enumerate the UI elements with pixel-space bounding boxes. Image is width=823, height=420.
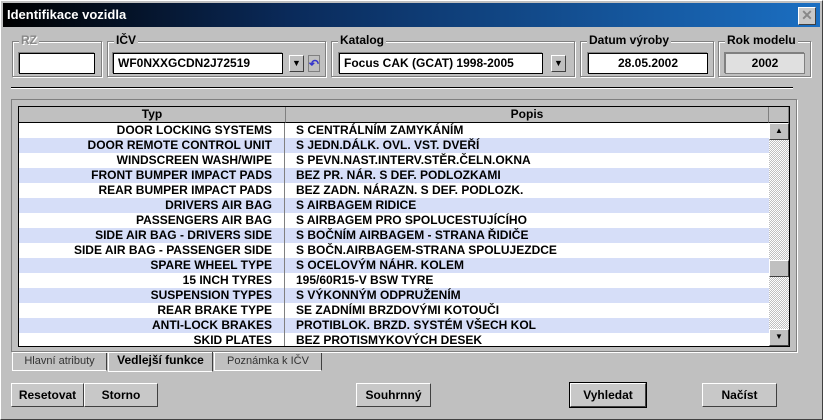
- cell-typ: SUSPENSION TYPES: [19, 288, 285, 303]
- tab-hlavni-atributy[interactable]: Hlavní atributy: [12, 353, 107, 371]
- reset-button[interactable]: Resetovat: [11, 383, 84, 407]
- scroll-thumb[interactable]: [769, 260, 789, 277]
- datum-label: Datum výroby: [587, 33, 672, 47]
- table-row[interactable]: FRONT BUMPER IMPACT PADS BEZ PR. NÁR. S D…: [19, 168, 769, 183]
- window-title: Identifikace vozidla: [7, 7, 127, 22]
- cell-popis: PROTIBLOK. BRZD. SYSTÉM VŠECH KOL: [296, 318, 537, 332]
- cell-popis: S BOČNÍM AIRBAGEM - STRANA ŘIDIČE: [296, 228, 529, 242]
- cell-typ: PASSENGERS AIR BAG: [19, 213, 285, 228]
- table-row[interactable]: DOOR REMOTE CONTROL UNIT S JEDN.DÁLK. OVL…: [19, 138, 769, 153]
- table-frame: [11, 99, 797, 352]
- table-row[interactable]: 15 INCH TYRES 195/60R15-V BSW TYRE: [19, 273, 769, 288]
- undo-icon[interactable]: ↶: [308, 55, 320, 72]
- table-row[interactable]: SUSPENSION TYPES S VÝKONNÝM ODPRUŽENÍM: [19, 288, 769, 303]
- cell-typ: DOOR REMOTE CONTROL UNIT: [19, 138, 285, 153]
- cell-popis: S VÝKONNÝM ODPRUŽENÍM: [296, 288, 461, 302]
- cell-typ: FRONT BUMPER IMPACT PADS: [19, 168, 285, 183]
- title-bar: Identifikace vozidla ✕: [3, 3, 820, 27]
- cell-popis: BEZ PROTISMYKOVÝCH DESEK: [296, 333, 483, 347]
- separator: [11, 87, 793, 89]
- icv-dropdown-button[interactable]: ▼: [289, 55, 304, 72]
- table-row[interactable]: WINDSCREEN WASH/WIPE S PEVN.NAST.INTERV.S…: [19, 153, 769, 168]
- rok-group: Rok modelu 2002: [718, 33, 811, 77]
- cell-popis: S AIRBAGEM PRO SPOLUCESTUJÍCÍHO: [296, 213, 527, 227]
- katalog-group: Katalog Focus CAK (GCAT) 1998-2005 ▼: [331, 33, 575, 77]
- datum-input[interactable]: 28.05.2002: [588, 53, 708, 74]
- header-corner: [769, 107, 789, 123]
- cell-typ: ANTI-LOCK BRAKES: [19, 318, 285, 333]
- nacist-button[interactable]: Načíst: [702, 383, 777, 407]
- katalog-select[interactable]: Focus CAK (GCAT) 1998-2005: [339, 53, 543, 74]
- cell-typ: SIDE AIR BAG - PASSENGER SIDE: [19, 243, 285, 258]
- icv-label: IČV: [114, 33, 139, 47]
- storno-button[interactable]: Storno: [84, 383, 158, 407]
- table-row[interactable]: SPARE WHEEL TYPE S OCELOVÝM NÁHR. KOLEM: [19, 258, 769, 273]
- souhrnny-button[interactable]: Souhrnný: [356, 383, 431, 407]
- rok-label: Rok modelu: [725, 33, 798, 47]
- column-header-popis[interactable]: Popis: [286, 107, 769, 123]
- close-icon[interactable]: ✕: [798, 7, 816, 25]
- cell-popis: BEZ ZADN. NÁRAZN. S DEF. PODLOZK.: [296, 183, 524, 197]
- table-row[interactable]: PASSENGERS AIR BAG S AIRBAGEM PRO SPOLUCE…: [19, 213, 769, 228]
- cell-popis: S JEDN.DÁLK. OVL. VST. DVEŘÍ: [296, 138, 480, 152]
- cell-popis: 195/60R15-V BSW TYRE: [296, 273, 434, 287]
- rz-input[interactable]: [19, 53, 95, 74]
- vertical-scrollbar[interactable]: ▲ ▼: [769, 123, 789, 346]
- rz-label: RZ: [19, 33, 39, 47]
- cell-typ: REAR BRAKE TYPE: [19, 303, 285, 318]
- cell-typ: SPARE WHEEL TYPE: [19, 258, 285, 273]
- cell-typ: SKID PLATES: [19, 333, 285, 346]
- cell-typ: WINDSCREEN WASH/WIPE: [19, 153, 285, 168]
- table-row[interactable]: DRIVERS AIR BAG S AIRBAGEM RIDICE: [19, 198, 769, 213]
- table-row[interactable]: SIDE AIR BAG - PASSENGER SIDE S BOČN.AIRB…: [19, 243, 769, 258]
- cell-popis: BEZ PR. NÁR. S DEF. PODLOZKAMI: [296, 168, 501, 182]
- cell-popis: S OCELOVÝM NÁHR. KOLEM: [296, 258, 465, 272]
- tab-poznamka-k-icv[interactable]: Poznámka k IČV: [214, 353, 322, 371]
- katalog-label: Katalog: [338, 33, 387, 47]
- cell-typ: 15 INCH TYRES: [19, 273, 285, 288]
- datum-group: Datum výroby 28.05.2002: [580, 33, 714, 77]
- table-row[interactable]: SIDE AIR BAG - DRIVERS SIDE S BOČNÍM AIRB…: [19, 228, 769, 243]
- vyhledat-button[interactable]: Vyhledat: [569, 382, 647, 408]
- katalog-dropdown-button[interactable]: ▼: [551, 55, 566, 72]
- cell-popis: S BOČN.AIRBAGEM-STRANA SPOLUJEZDCE: [296, 243, 557, 257]
- tab-vedlejsi-funkce[interactable]: Vedlejší funkce: [108, 352, 213, 372]
- cell-popis: SE ZADNÍMI BRZDOVÝMI KOTOUČI: [296, 303, 500, 317]
- table-row[interactable]: SKID PLATES BEZ PROTISMYKOVÝCH DESEK: [19, 333, 769, 347]
- table-row[interactable]: DOOR LOCKING SYSTEMS S CENTRÁLNÍM ZAMYKÁN…: [19, 123, 769, 138]
- table-row[interactable]: REAR BUMPER IMPACT PADS BEZ ZADN. NÁRAZN.…: [19, 183, 769, 198]
- cell-popis: S CENTRÁLNÍM ZAMYKÁNÍM: [296, 123, 464, 137]
- cell-popis: S PEVN.NAST.INTERV.STĚR.ČELN.OKNA: [296, 153, 531, 167]
- vehicle-features-table: Typ Popis DOOR LOCKING SYSTEMS S CENTRÁLN…: [18, 106, 790, 347]
- column-header-typ[interactable]: Typ: [19, 107, 286, 123]
- rz-group: RZ: [12, 33, 102, 77]
- scroll-up-button[interactable]: ▲: [769, 123, 789, 140]
- table-row[interactable]: REAR BRAKE TYPE SE ZADNÍMI BRZDOVÝMI KOTO…: [19, 303, 769, 318]
- scroll-down-button[interactable]: ▼: [769, 329, 789, 346]
- icv-group: IČV WF0NXXGCDN2J72519 ▼ ↶: [107, 33, 326, 77]
- cell-typ: SIDE AIR BAG - DRIVERS SIDE: [19, 228, 285, 243]
- rok-value: 2002: [725, 53, 805, 74]
- icv-input[interactable]: WF0NXXGCDN2J72519: [113, 53, 283, 74]
- table-row[interactable]: ANTI-LOCK BRAKES PROTIBLOK. BRZD. SYSTÉM …: [19, 318, 769, 333]
- cell-typ: DOOR LOCKING SYSTEMS: [19, 123, 285, 138]
- cell-typ: REAR BUMPER IMPACT PADS: [19, 183, 285, 198]
- cell-popis: S AIRBAGEM RIDICE: [296, 198, 417, 212]
- cell-typ: DRIVERS AIR BAG: [19, 198, 285, 213]
